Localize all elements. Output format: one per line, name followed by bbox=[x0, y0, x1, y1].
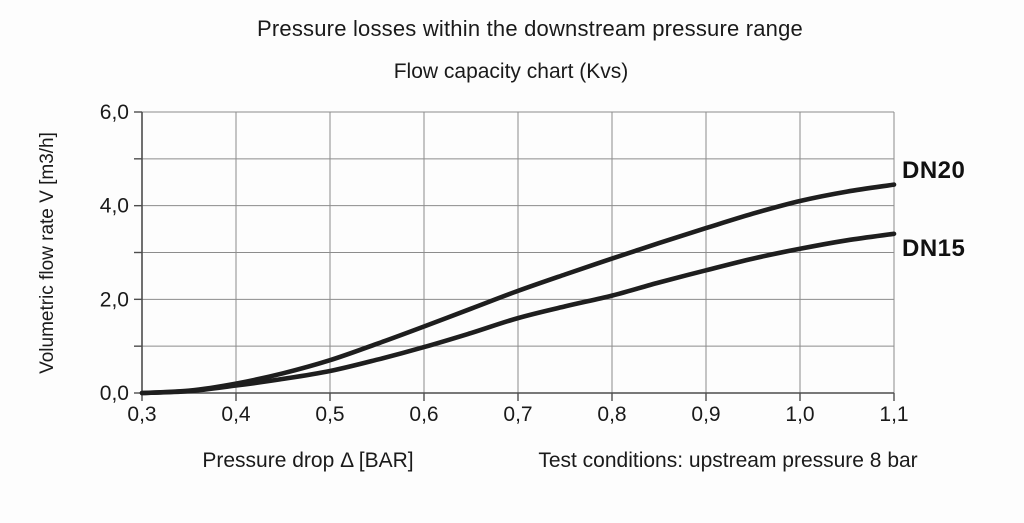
y-tick-label-4,0: 4,0 bbox=[100, 195, 129, 218]
chart-subtitle: Flow capacity chart (Kvs) bbox=[393, 60, 629, 83]
x-axis-title: Pressure drop Δ [BAR] bbox=[202, 449, 414, 472]
x-tick-label-1,0: 1,0 bbox=[785, 403, 814, 426]
y-tick-label-6,0: 6,0 bbox=[100, 101, 129, 124]
x-tick-label-0,3: 0,3 bbox=[127, 403, 156, 426]
curve-dn15 bbox=[139, 231, 897, 396]
curve-dn20 bbox=[139, 182, 897, 396]
x-tick-label-0,7: 0,7 bbox=[503, 403, 532, 426]
x-tick-label-0,6: 0,6 bbox=[409, 403, 438, 426]
y-tick-label-0,0: 0,0 bbox=[100, 382, 129, 405]
series-label-dn15: DN15 bbox=[902, 235, 966, 262]
chart-title: Pressure losses within the downstream pr… bbox=[257, 16, 803, 41]
y-tick-label-2,0: 2,0 bbox=[100, 288, 129, 311]
x-tick-label-1,1: 1,1 bbox=[879, 403, 908, 426]
x-tick-label-0,8: 0,8 bbox=[597, 403, 626, 426]
x-tick-label-0,9: 0,9 bbox=[691, 403, 720, 426]
series-label-dn20: DN20 bbox=[902, 157, 966, 184]
x-tick-label-0,5: 0,5 bbox=[315, 403, 344, 426]
x-tick-label-0,4: 0,4 bbox=[221, 403, 251, 426]
test-conditions-note: Test conditions: upstream pressure 8 bar bbox=[538, 449, 918, 472]
